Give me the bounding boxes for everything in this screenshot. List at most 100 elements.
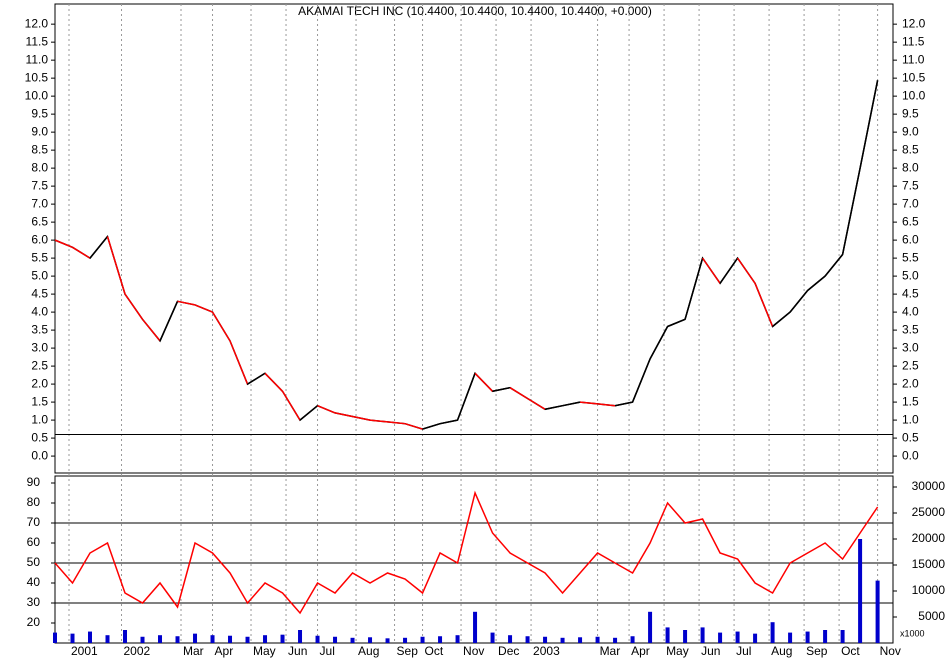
y-tick-label: 0.0 <box>31 448 48 462</box>
volume-bar <box>560 637 565 643</box>
x-tick-label: Sep <box>397 644 419 658</box>
y-tick-label: 1.5 <box>31 394 48 408</box>
x-tick-label: 2002 <box>124 644 151 658</box>
x-tick-label: Oct <box>841 644 860 658</box>
price-segment <box>247 372 266 385</box>
volume-bar <box>350 637 355 643</box>
price-segment <box>439 419 458 425</box>
y-tick-label: 8.0 <box>31 160 48 174</box>
y-tick-label-right: 8.5 <box>902 142 919 156</box>
y2-tick-label: 15000 <box>912 557 946 571</box>
y-tick-label: 11.5 <box>26 34 49 48</box>
volume-bar <box>840 629 845 643</box>
volume-bar <box>578 637 583 643</box>
y-tick-label-right: 12.0 <box>902 16 926 30</box>
volume-bar <box>508 635 513 643</box>
price-segment <box>124 293 144 320</box>
x-tick-label: Mar <box>600 644 621 658</box>
volume-bar <box>88 631 93 643</box>
chart-title: AKAMAI TECH INC (10.4400, 10.4400, 10.44… <box>298 4 652 18</box>
volume-bar <box>788 632 793 643</box>
price-segment <box>456 373 476 421</box>
y2-tick-label: 5000 <box>918 609 945 623</box>
price-segment <box>649 326 669 360</box>
price-segment <box>194 304 213 313</box>
y-tick-label: 4.0 <box>31 304 48 318</box>
volume-bar <box>298 629 303 643</box>
volume-bar <box>858 538 863 643</box>
volume-bar <box>700 627 705 643</box>
y-tick-label: 7.0 <box>31 196 48 210</box>
volume-bar <box>228 635 233 643</box>
volume-bar <box>735 631 740 643</box>
y-tick-label-right: 11.0 <box>902 52 925 66</box>
y-tick-label-right: 4.5 <box>902 286 919 300</box>
price-segment <box>527 397 546 410</box>
price-segment <box>509 387 528 400</box>
x-tick-label: Sep <box>806 644 828 658</box>
price-segment <box>369 419 388 423</box>
x-tick-label: Apr <box>215 644 234 658</box>
y-tick-label-right: 0.0 <box>902 448 919 462</box>
y-tick-label: 10.5 <box>25 70 49 84</box>
y-tick-label-right: 7.5 <box>902 178 919 192</box>
volume-bar <box>718 632 723 643</box>
price-segment <box>352 415 371 421</box>
y-tick-label: 2.5 <box>31 358 48 372</box>
volume-bar <box>403 637 408 643</box>
y-tick-label: 4.5 <box>31 286 48 300</box>
y-tick-label-right: 10.5 <box>902 70 926 84</box>
y-tick-label: 5.5 <box>31 250 48 264</box>
x-tick-label: Jun <box>288 644 307 658</box>
y-tick-label: 1.0 <box>31 412 48 426</box>
volume-bar <box>280 634 285 643</box>
volume-bar <box>770 622 775 643</box>
price-segment <box>789 290 809 313</box>
x-tick-label: Aug <box>358 644 379 658</box>
y-tick-label-right: 10.0 <box>902 88 926 102</box>
y-tick-label-right: 3.5 <box>902 322 919 336</box>
y-tick-label: 40 <box>27 575 41 589</box>
x-tick-label: Jul <box>736 644 751 658</box>
price-segment <box>229 340 249 385</box>
y-tick-label-right: 5.5 <box>902 250 919 264</box>
x-tick-label: 2001 <box>71 644 98 658</box>
volume-bar <box>193 633 198 643</box>
price-segment <box>859 80 879 169</box>
x-tick-label: Jul <box>320 644 335 658</box>
y-tick-label: 80 <box>27 495 41 509</box>
price-line <box>54 80 879 430</box>
y2-tick-label: 30000 <box>912 479 946 493</box>
y-tick-label: 2.0 <box>31 376 48 390</box>
indicator-line <box>54 490 879 615</box>
y-tick-label: 50 <box>27 555 41 569</box>
x-tick-label: 2003 <box>533 644 560 658</box>
y-tick-label: 6.0 <box>31 232 48 246</box>
price-segment <box>562 401 581 407</box>
y-tick-label-right: 8.0 <box>902 160 919 174</box>
price-segment <box>299 405 319 421</box>
y-tick-label: 3.5 <box>31 322 48 336</box>
x-tick-label: Nov <box>880 644 901 658</box>
price-segment <box>684 257 704 320</box>
y-tick-label: 30 <box>27 595 41 609</box>
y-tick-label: 8.5 <box>31 142 48 156</box>
price-segment <box>544 404 563 411</box>
y-tick-label: 10.0 <box>25 88 49 102</box>
volume-bar <box>333 636 338 643</box>
volume-bar <box>665 627 670 643</box>
price-segment <box>841 167 861 255</box>
y-tick-label: 11.0 <box>26 52 49 66</box>
volume-bar <box>263 635 268 643</box>
price-segment <box>72 246 91 259</box>
volume-bar <box>805 631 810 643</box>
price-segment <box>387 421 406 425</box>
volume-bar <box>438 636 443 643</box>
volume-bar <box>455 635 460 643</box>
price-segment <box>159 301 179 342</box>
y-tick-label-right: 6.5 <box>902 214 919 228</box>
price-segment <box>807 275 826 292</box>
y2-tick-label: 25000 <box>912 505 946 519</box>
y-tick-label: 6.5 <box>31 214 48 228</box>
